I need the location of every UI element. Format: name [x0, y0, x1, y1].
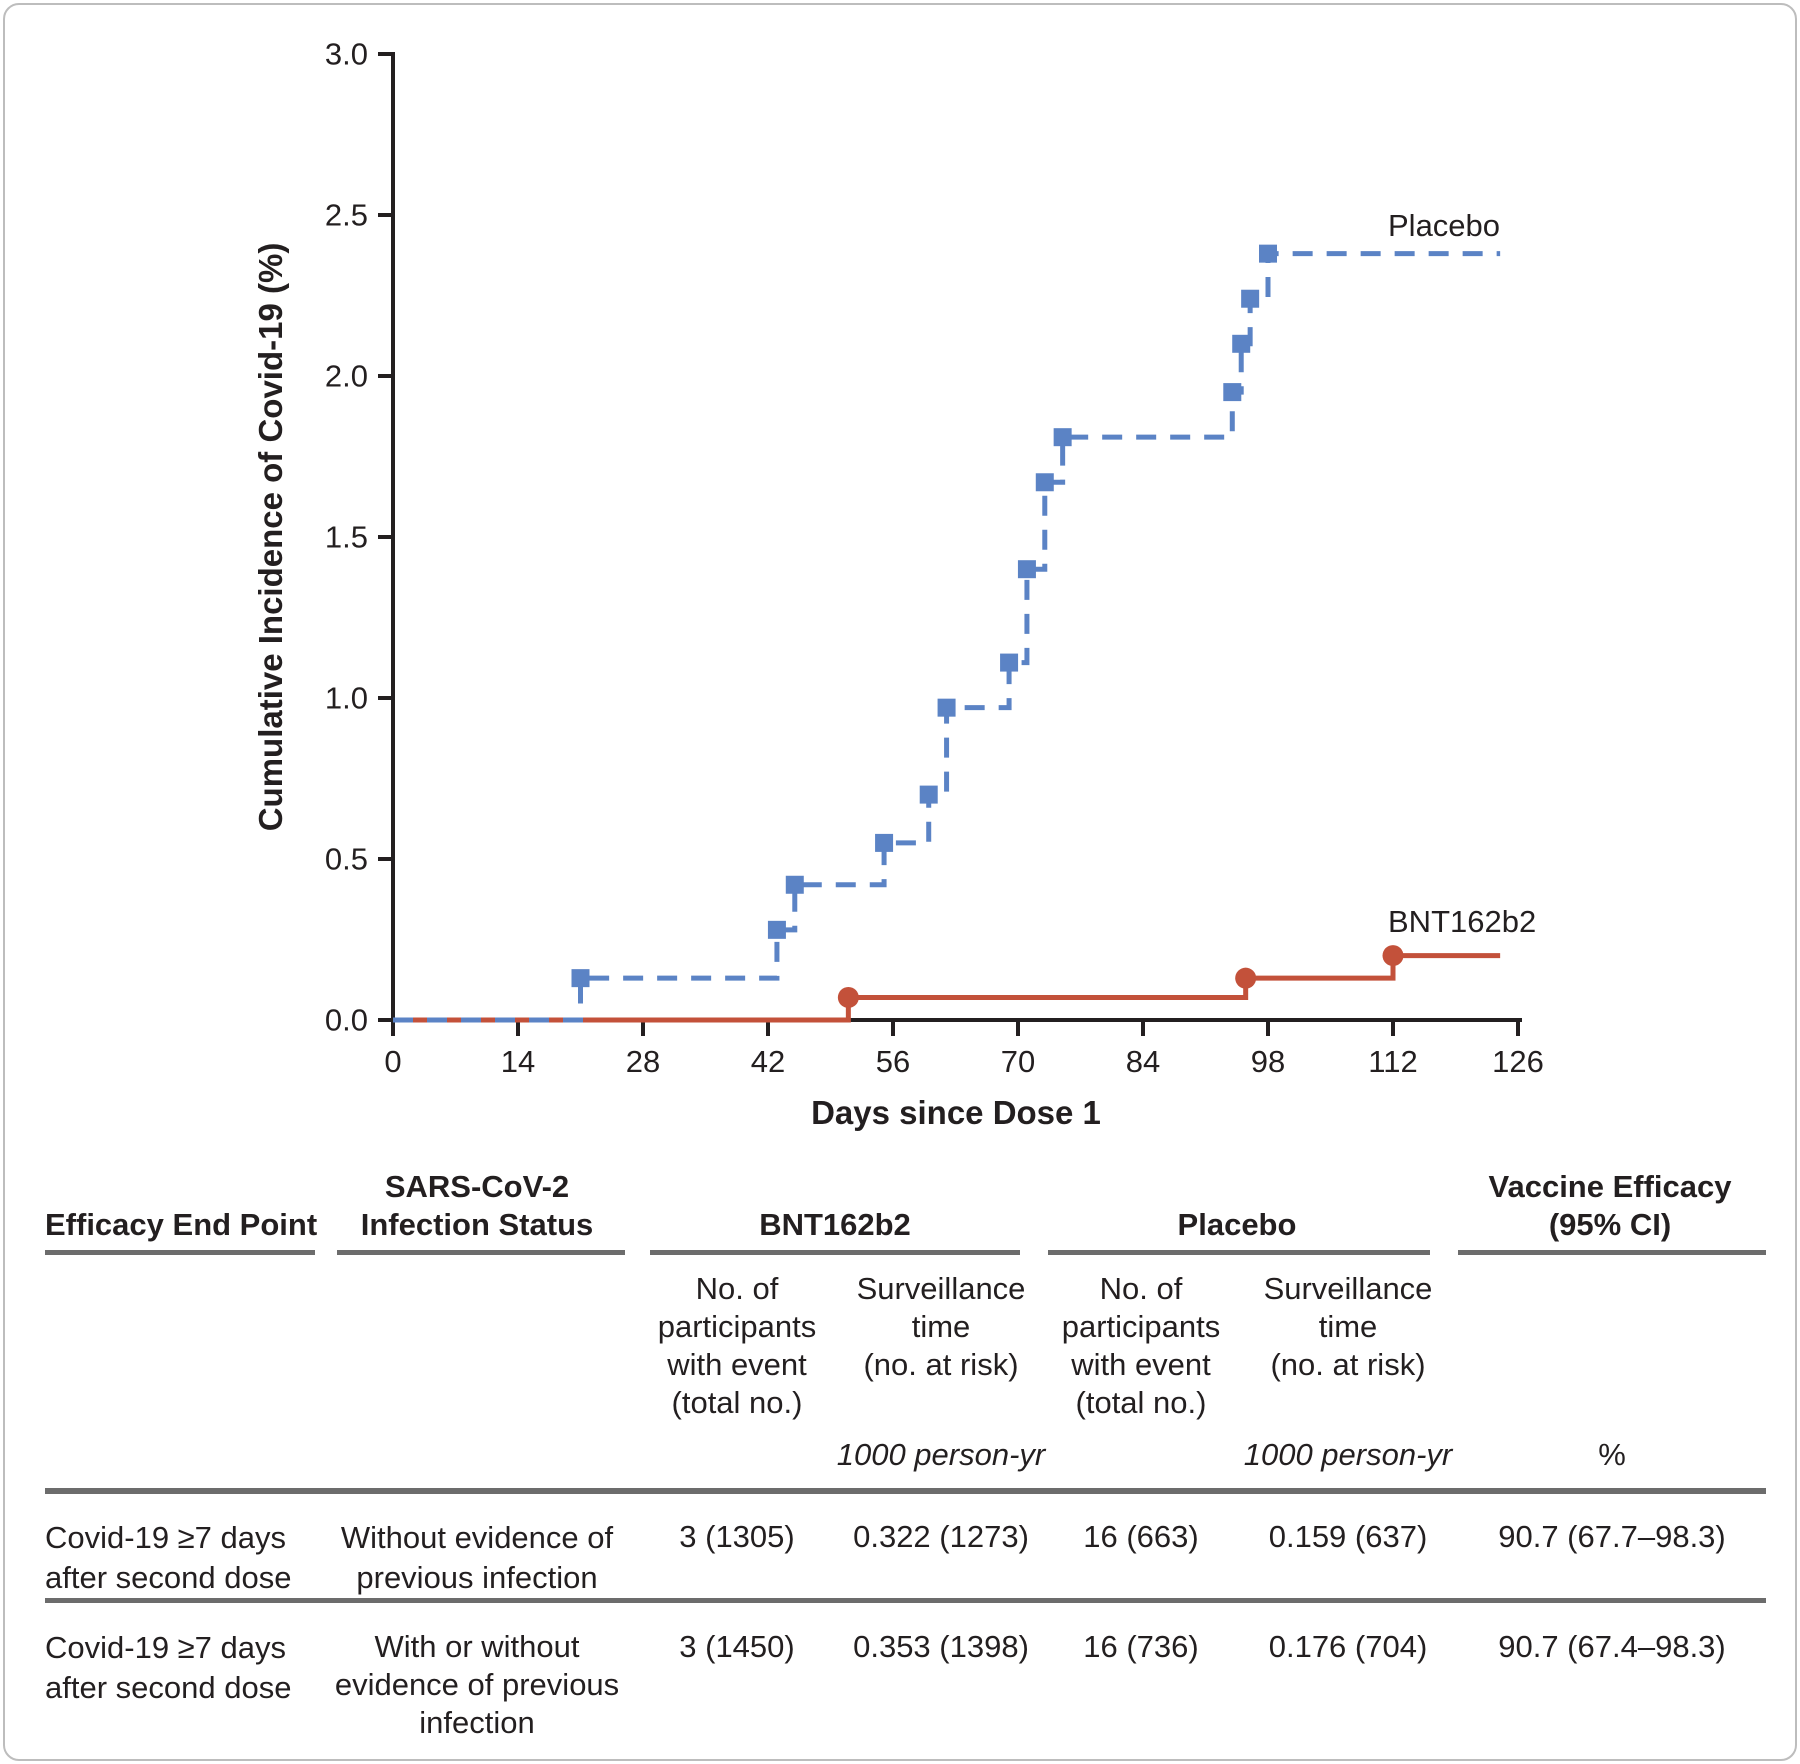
- y-tick-label: 0.5: [325, 842, 368, 877]
- y-tick-label: 2.0: [325, 359, 368, 394]
- row1-infection-status: Without evidence of previous infection: [340, 1520, 614, 1595]
- bnt162b2-event-marker-circle: [837, 986, 859, 1008]
- axes: 0.0 0.5 1.0 1.5 2.0 2.5 3.0 0 14 28 42 56 70 84 98 112 1…: [325, 37, 1544, 1080]
- placebo-event-marker-square: [1017, 560, 1036, 579]
- rule-group-placebo: [1048, 1250, 1430, 1255]
- subheader-bnt-surveillance: Surveillance time (no. at risk): [856, 1271, 1026, 1382]
- row2-endpoint: Covid-19 ≥7 days after second dose: [45, 1630, 292, 1705]
- series-label-bnt162b2: BNT162b2: [1388, 904, 1536, 939]
- y-tick-label: 1.5: [325, 520, 368, 555]
- rule-group-bnt: [650, 1250, 1020, 1255]
- x-tick-label: 14: [501, 1044, 535, 1079]
- row1-vaccine-efficacy: 90.7 (67.7–98.3): [1498, 1519, 1726, 1554]
- unit-placebo-person-yr: 1000 person-yr: [1243, 1437, 1453, 1472]
- series-curves: [393, 251, 1501, 1023]
- x-tick-label: 0: [384, 1044, 401, 1079]
- row2-placebo-surveillance: 0.176 (704): [1268, 1629, 1428, 1664]
- y-tick-label: 3.0: [325, 37, 368, 72]
- x-tick-label: 56: [876, 1044, 910, 1079]
- table-header-infection-status: SARS-CoV-2 Infection Status: [360, 1169, 594, 1242]
- placebo-event-marker-square: [1232, 334, 1251, 353]
- row2-bnt-surveillance: 0.353 (1398): [853, 1629, 1029, 1664]
- rule-header-bottom: [45, 1488, 1766, 1494]
- y-tick-label: 2.5: [325, 198, 368, 233]
- series-path-placebo: [393, 251, 1501, 1023]
- placebo-event-marker-square: [785, 875, 804, 894]
- x-axis-title: Days since Dose 1: [811, 1094, 1101, 1131]
- series-markers: [571, 244, 1404, 1008]
- row1-placebo-surveillance: 0.159 (637): [1268, 1519, 1428, 1554]
- placebo-event-marker-square: [767, 920, 786, 939]
- y-tick-label: 1.0: [325, 681, 368, 716]
- placebo-event-marker-square: [1259, 244, 1278, 263]
- table-header-group-placebo: Placebo: [1177, 1207, 1297, 1242]
- row2-infection-status: With or without evidence of previous inf…: [334, 1629, 620, 1740]
- rule-vaccine-efficacy: [1458, 1250, 1766, 1255]
- placebo-event-marker-square: [1053, 428, 1072, 447]
- kaplan-meier-chart: 0.0 0.5 1.0 1.5 2.0 2.5 3.0 0 14 28 42 56 70 84 98 112 1…: [252, 37, 1544, 1132]
- rule-endpoint: [45, 1250, 315, 1255]
- bnt162b2-event-marker-circle: [1382, 945, 1404, 967]
- x-tick-label: 28: [626, 1044, 660, 1079]
- subheader-bnt-events: No. of participants with event (total no…: [657, 1271, 817, 1420]
- unit-bnt-person-yr: 1000 person-yr: [836, 1437, 1046, 1472]
- placebo-event-marker-square: [1223, 383, 1242, 402]
- table-header-vaccine-efficacy: Vaccine Efficacy (95% CI): [1488, 1169, 1732, 1242]
- row1-bnt-events: 3 (1305): [679, 1519, 795, 1554]
- row1-bnt-surveillance: 0.322 (1273): [853, 1519, 1029, 1554]
- row2-vaccine-efficacy: 90.7 (67.4–98.3): [1498, 1629, 1726, 1664]
- placebo-event-marker-square: [1241, 289, 1260, 308]
- placebo-event-marker-square: [919, 785, 938, 804]
- x-tick-label: 70: [1001, 1044, 1035, 1079]
- row1-placebo-events: 16 (663): [1083, 1519, 1199, 1554]
- placebo-event-marker-square: [1035, 473, 1054, 492]
- subheader-placebo-surveillance: Surveillance time (no. at risk): [1263, 1271, 1433, 1382]
- x-tick-label: 126: [1492, 1044, 1544, 1079]
- placebo-event-marker-square: [937, 698, 956, 717]
- rule-infection-status: [337, 1250, 625, 1255]
- y-axis-title: Cumulative Incidence of Covid-19 (%): [252, 243, 289, 832]
- table-header-endpoint: Efficacy End Point: [45, 1207, 318, 1242]
- bnt162b2-event-marker-circle: [1235, 967, 1257, 989]
- row2-placebo-events: 16 (736): [1083, 1629, 1199, 1664]
- series-path-bnt162b2: [393, 953, 1501, 1023]
- y-tick-label: 0.0: [325, 1003, 368, 1038]
- x-tick-label: 98: [1251, 1044, 1285, 1079]
- x-tick-label: 42: [751, 1044, 785, 1079]
- row1-endpoint: Covid-19 ≥7 days after second dose: [45, 1520, 292, 1595]
- placebo-event-marker-square: [875, 833, 894, 852]
- placebo-event-marker-square: [1000, 653, 1019, 672]
- unit-percent: %: [1598, 1437, 1626, 1472]
- row2-bnt-events: 3 (1450): [679, 1629, 795, 1664]
- rule-row-separator: [45, 1598, 1766, 1603]
- x-tick-label: 84: [1126, 1044, 1160, 1079]
- placebo-event-marker-square: [571, 969, 590, 988]
- series-label-placebo: Placebo: [1388, 208, 1500, 243]
- subheader-placebo-events: No. of participants with event (total no…: [1061, 1271, 1221, 1420]
- table-header-group-bnt162b2: BNT162b2: [759, 1207, 911, 1242]
- x-tick-label: 112: [1368, 1044, 1417, 1079]
